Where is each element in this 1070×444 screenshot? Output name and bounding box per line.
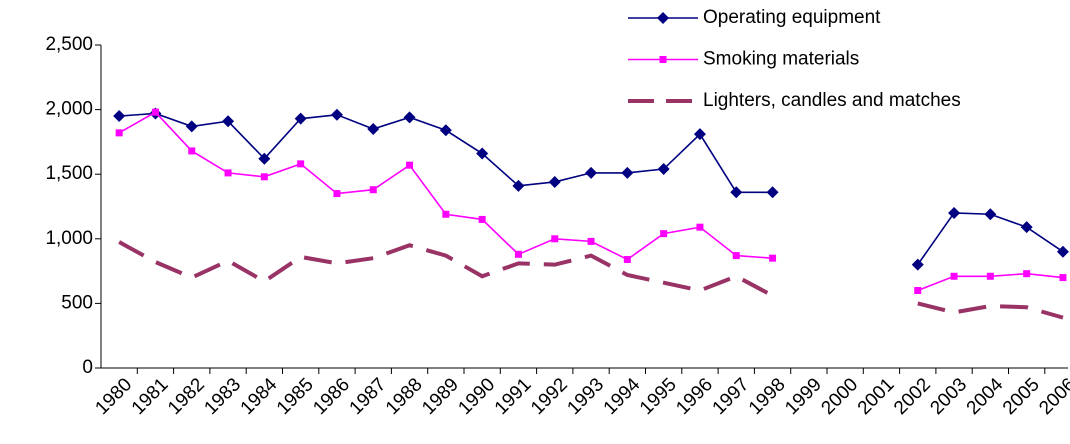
data-point	[260, 173, 268, 181]
x-tick-label: 1992	[527, 374, 572, 419]
y-tick-label: 0	[82, 357, 93, 378]
data-point	[151, 108, 159, 116]
data-point	[623, 255, 631, 263]
data-point	[732, 252, 740, 260]
data-point	[294, 112, 307, 125]
y-tick-label: 2,500	[45, 34, 93, 55]
data-point	[367, 122, 380, 135]
x-tick-label: 1984	[237, 374, 282, 419]
data-point	[188, 147, 196, 155]
data-point	[439, 124, 452, 137]
x-tick-label: 1998	[745, 374, 790, 419]
y-tick-label: 500	[61, 292, 93, 313]
x-tick-label: 2006	[1035, 374, 1070, 419]
data-point	[222, 115, 235, 128]
data-point	[984, 208, 997, 221]
x-tick-label: 1980	[91, 374, 136, 419]
data-point	[512, 179, 525, 192]
legend-label: Lighters, candles and matches	[703, 90, 961, 111]
x-tick-label: 1994	[600, 374, 645, 419]
data-point	[403, 111, 416, 124]
x-tick-label: 2002	[890, 374, 935, 419]
data-point	[660, 230, 668, 238]
data-point	[657, 163, 670, 176]
data-point	[406, 161, 414, 169]
data-point	[369, 186, 377, 194]
data-point	[514, 250, 522, 258]
x-tick-label: 2001	[854, 374, 899, 419]
x-tick-label: 1996	[672, 374, 717, 419]
x-tick-label: 1982	[164, 374, 209, 419]
x-tick-label: 2000	[817, 374, 862, 419]
x-tick-label: 1999	[781, 374, 826, 419]
x-tick-label: 1981	[128, 374, 173, 419]
data-point	[585, 166, 598, 179]
x-tick-label: 1991	[491, 374, 536, 419]
data-point	[911, 258, 924, 271]
data-point	[1023, 270, 1031, 278]
x-tick-label: 1987	[346, 374, 391, 419]
x-tick-label: 1985	[273, 374, 318, 419]
data-point	[548, 175, 561, 188]
data-point	[696, 223, 704, 231]
data-point	[297, 160, 305, 168]
series-line	[118, 240, 1064, 320]
x-tick-label: 1988	[382, 374, 427, 419]
data-point	[113, 110, 126, 123]
x-tick-label: 1995	[636, 374, 681, 419]
x-tick-label: 1986	[309, 374, 354, 419]
data-point	[1056, 245, 1069, 258]
x-tick-label: 2004	[963, 374, 1008, 419]
y-tick-label: 1,000	[45, 228, 93, 249]
legend-label: Smoking materials	[703, 49, 859, 70]
legend-marker	[657, 12, 669, 24]
data-point	[551, 235, 559, 243]
data-point	[115, 129, 123, 137]
data-point	[766, 186, 779, 199]
data-point	[478, 215, 486, 223]
data-point	[587, 237, 595, 245]
data-point	[224, 169, 232, 177]
data-point	[948, 206, 961, 219]
data-point	[986, 272, 994, 280]
y-tick-label: 2,000	[45, 99, 93, 120]
data-point	[730, 186, 743, 199]
x-tick-label: 2005	[999, 374, 1044, 419]
x-tick-label: 2003	[926, 374, 971, 419]
legend-marker	[659, 56, 667, 63]
data-point	[1059, 274, 1067, 282]
data-point	[185, 120, 198, 133]
y-tick-label: 1,500	[45, 163, 93, 184]
x-tick-label: 1990	[454, 374, 499, 419]
data-point	[258, 152, 271, 165]
data-point	[693, 128, 706, 141]
data-point	[914, 286, 922, 294]
data-point	[333, 190, 341, 198]
data-point	[330, 108, 343, 121]
legend-label: Operating equipment	[703, 7, 881, 28]
x-tick-label: 1997	[709, 374, 754, 419]
data-point	[442, 210, 450, 218]
x-tick-label: 1989	[418, 374, 463, 419]
data-point	[621, 166, 634, 179]
x-tick-label: 1983	[200, 374, 245, 419]
data-point	[769, 254, 777, 262]
x-tick-label: 1993	[563, 374, 608, 419]
data-point	[950, 272, 958, 280]
data-point	[1020, 221, 1033, 234]
data-point	[476, 147, 489, 160]
